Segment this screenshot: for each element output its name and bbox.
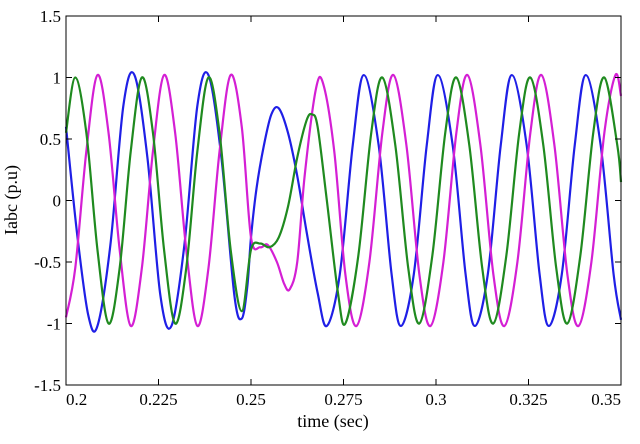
y-tick-label: 1 [53,69,62,88]
y-tick-label: -1 [47,315,61,334]
y-axis-label: Iabc (p.u) [1,165,22,235]
y-tick-label: 1.5 [40,7,61,26]
x-tick-label: 0.35 [591,390,621,409]
y-tick-label: -1.5 [34,376,61,395]
x-tick-label: 0.3 [425,390,446,409]
y-tick-label: 0 [53,192,62,211]
y-tick-label: 0.5 [40,130,61,149]
x-tick-label: 0.2 [66,390,87,409]
x-tick-label: 0.275 [324,390,362,409]
series-line-3 [64,76,623,326]
series-layer [64,71,623,333]
y-tick-label: -0.5 [34,253,61,272]
x-tick-label: 0.25 [236,390,266,409]
x-axis: 0.2 0.225 0.25 0.275 0.3 0.325 0.35 [65,16,622,409]
x-tick-label: 0.325 [509,390,547,409]
series-line-2 [64,72,623,328]
x-axis-label: time (sec) [297,411,368,432]
series-line-1 [64,71,623,333]
x-tick-label: 0.225 [139,390,177,409]
y-axis: -1.5 -1 -0.5 0 0.5 1 1.5 [34,7,621,395]
